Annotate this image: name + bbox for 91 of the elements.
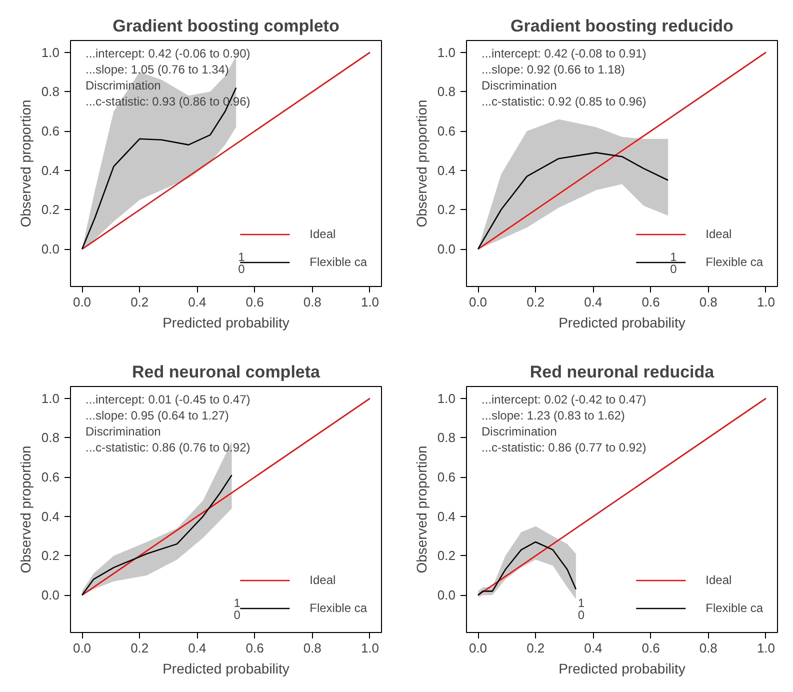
y-tick-label: 0.4 — [41, 508, 60, 524]
legend-label: Flexible ca — [706, 255, 763, 269]
y-axis-title: Observed proportion — [17, 446, 34, 574]
legend-label: Ideal — [310, 227, 336, 241]
x-tick-label: 0.2 — [526, 294, 545, 310]
annotation: Discrimination — [86, 78, 161, 92]
annotation: Discrimination — [86, 424, 161, 438]
x-tick-label: 0.6 — [246, 640, 264, 656]
annotation: 1 — [578, 596, 585, 610]
chart-title: Red neuronal reducida — [530, 362, 715, 382]
annotation: ...intercept: 0.42 (-0.08 to 0.91) — [482, 46, 646, 60]
y-tick-label: 1.0 — [437, 390, 456, 406]
legend-label: Ideal — [310, 573, 336, 587]
y-tick-label: 0.4 — [437, 508, 456, 524]
annotation: ...intercept: 0.42 (-0.06 to 0.90) — [86, 46, 250, 60]
annotation: Discrimination — [482, 424, 557, 438]
x-tick-label: 0.4 — [584, 294, 602, 310]
x-tick-label: 0.2 — [130, 294, 149, 310]
x-tick-label: 0.4 — [188, 294, 206, 310]
x-tick-label: 0.0 — [468, 294, 488, 310]
y-tick-label: 0.8 — [41, 430, 60, 446]
x-tick-label: 0.6 — [642, 294, 660, 310]
legend-label: Ideal — [706, 227, 732, 241]
y-tick-label: 0.8 — [437, 430, 456, 446]
y-tick-label: 0.6 — [41, 124, 60, 139]
y-tick-label: 0.6 — [41, 470, 60, 485]
y-tick-label: 0.2 — [41, 202, 60, 218]
x-tick-label: 0.2 — [526, 640, 545, 656]
x-axis-title: Predicted probability — [162, 660, 290, 676]
annotation: 0 — [670, 262, 678, 276]
legend-label: Flexible ca — [310, 255, 367, 269]
x-tick-label: 1.0 — [360, 294, 380, 310]
annotation: 0 — [238, 262, 246, 276]
annotation: ...c-statistic: 0.86 (0.76 to 0.92) — [86, 440, 250, 454]
chart-title: Gradient boosting completo — [112, 16, 340, 36]
y-axis-title: Observed proportion — [413, 100, 430, 228]
x-tick-label: 0.8 — [699, 640, 718, 656]
x-tick-label: 0.8 — [699, 294, 718, 310]
annotation: Discrimination — [482, 78, 557, 92]
annotation: 1 — [238, 250, 246, 264]
x-axis-title: Predicted probability — [558, 660, 686, 676]
legend-label: Flexible ca — [706, 601, 763, 615]
annotation: ...c-statistic: 0.86 (0.77 to 0.92) — [482, 440, 646, 454]
chart-title: Gradient boosting reducido — [510, 16, 734, 36]
x-tick-label: 1.0 — [756, 640, 776, 656]
x-tick-label: 1.0 — [360, 640, 380, 656]
y-tick-label: 0.2 — [437, 202, 456, 218]
y-tick-label: 0.0 — [437, 588, 456, 603]
y-tick-label: 1.0 — [437, 44, 456, 60]
legend-label: Ideal — [706, 573, 732, 587]
y-tick-label: 0.2 — [41, 548, 60, 564]
annotation: 1 — [670, 250, 678, 264]
annotation: ...intercept: 0.02 (-0.42 to 0.47) — [482, 392, 646, 406]
annotation: 0 — [578, 608, 585, 622]
x-tick-label: 1.0 — [756, 294, 776, 310]
y-tick-label: 0.6 — [437, 470, 456, 485]
annotation: ...slope: 1.23 (0.83 to 1.62) — [482, 408, 625, 422]
x-tick-label: 0.0 — [468, 640, 488, 656]
x-tick-label: 0.0 — [72, 640, 92, 656]
annotation: ...slope: 0.95 (0.64 to 1.27) — [86, 408, 229, 422]
x-tick-label: 0.8 — [303, 294, 322, 310]
y-axis-title: Observed proportion — [17, 100, 34, 228]
annotation: ...slope: 1.05 (0.76 to 1.34) — [86, 62, 229, 76]
y-tick-label: 0.0 — [41, 588, 60, 603]
chart-title: Red neuronal completa — [132, 362, 321, 382]
x-axis-title: Predicted probability — [162, 314, 290, 330]
annotation: ...c-statistic: 0.92 (0.85 to 0.96) — [482, 94, 646, 108]
y-tick-label: 0.4 — [41, 162, 60, 178]
x-tick-label: 0.6 — [642, 640, 660, 656]
y-axis-title: Observed proportion — [413, 446, 430, 574]
x-tick-label: 0.4 — [188, 640, 206, 656]
annotation: 1 — [234, 596, 241, 610]
y-tick-label: 0.6 — [437, 124, 456, 139]
y-tick-label: 0.4 — [437, 162, 456, 178]
annotation: 0 — [234, 608, 241, 622]
y-tick-label: 0.2 — [437, 548, 456, 564]
y-tick-label: 0.8 — [41, 84, 60, 100]
annotation: ...slope: 0.92 (0.66 to 1.18) — [482, 62, 625, 76]
x-tick-label: 0.2 — [130, 640, 149, 656]
x-axis-title: Predicted probability — [558, 314, 686, 330]
annotation: ...intercept: 0.01 (-0.45 to 0.47) — [86, 392, 250, 406]
y-tick-label: 0.0 — [437, 242, 456, 257]
y-tick-label: 0.8 — [437, 84, 456, 100]
x-tick-label: 0.8 — [303, 640, 322, 656]
x-tick-label: 0.6 — [246, 294, 264, 310]
x-tick-label: 0.4 — [584, 640, 602, 656]
y-tick-label: 0.0 — [41, 242, 60, 257]
x-tick-label: 0.0 — [72, 294, 92, 310]
legend-label: Flexible ca — [310, 601, 367, 615]
y-tick-label: 1.0 — [41, 390, 60, 406]
y-tick-label: 1.0 — [41, 44, 60, 60]
